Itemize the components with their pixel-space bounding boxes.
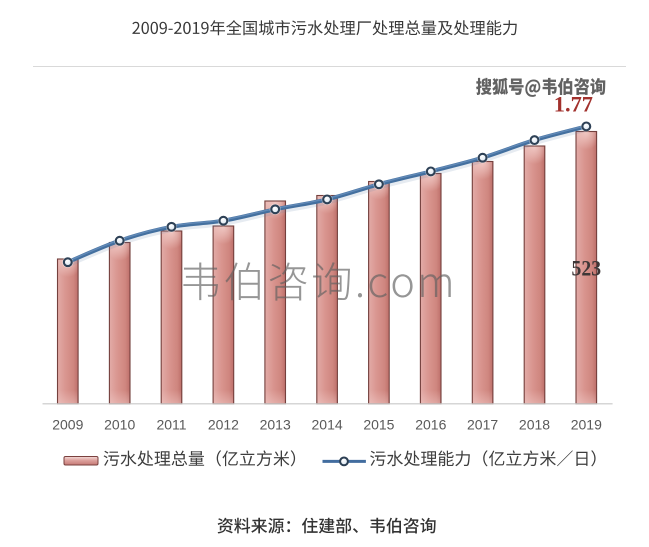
- svg-text:2016: 2016: [415, 417, 446, 433]
- svg-text:2017: 2017: [467, 417, 498, 433]
- svg-text:2019: 2019: [571, 417, 602, 433]
- svg-text:2009: 2009: [52, 417, 83, 433]
- svg-text:2014: 2014: [312, 417, 343, 433]
- svg-text:2012: 2012: [208, 417, 239, 433]
- svg-text:2013: 2013: [260, 417, 291, 433]
- svg-text:523: 523: [572, 256, 602, 281]
- svg-text:2011: 2011: [156, 417, 186, 433]
- svg-text:1.77: 1.77: [554, 92, 593, 117]
- svg-text:2010: 2010: [104, 417, 135, 433]
- svg-text:2018: 2018: [519, 417, 550, 433]
- svg-text:2015: 2015: [363, 417, 394, 433]
